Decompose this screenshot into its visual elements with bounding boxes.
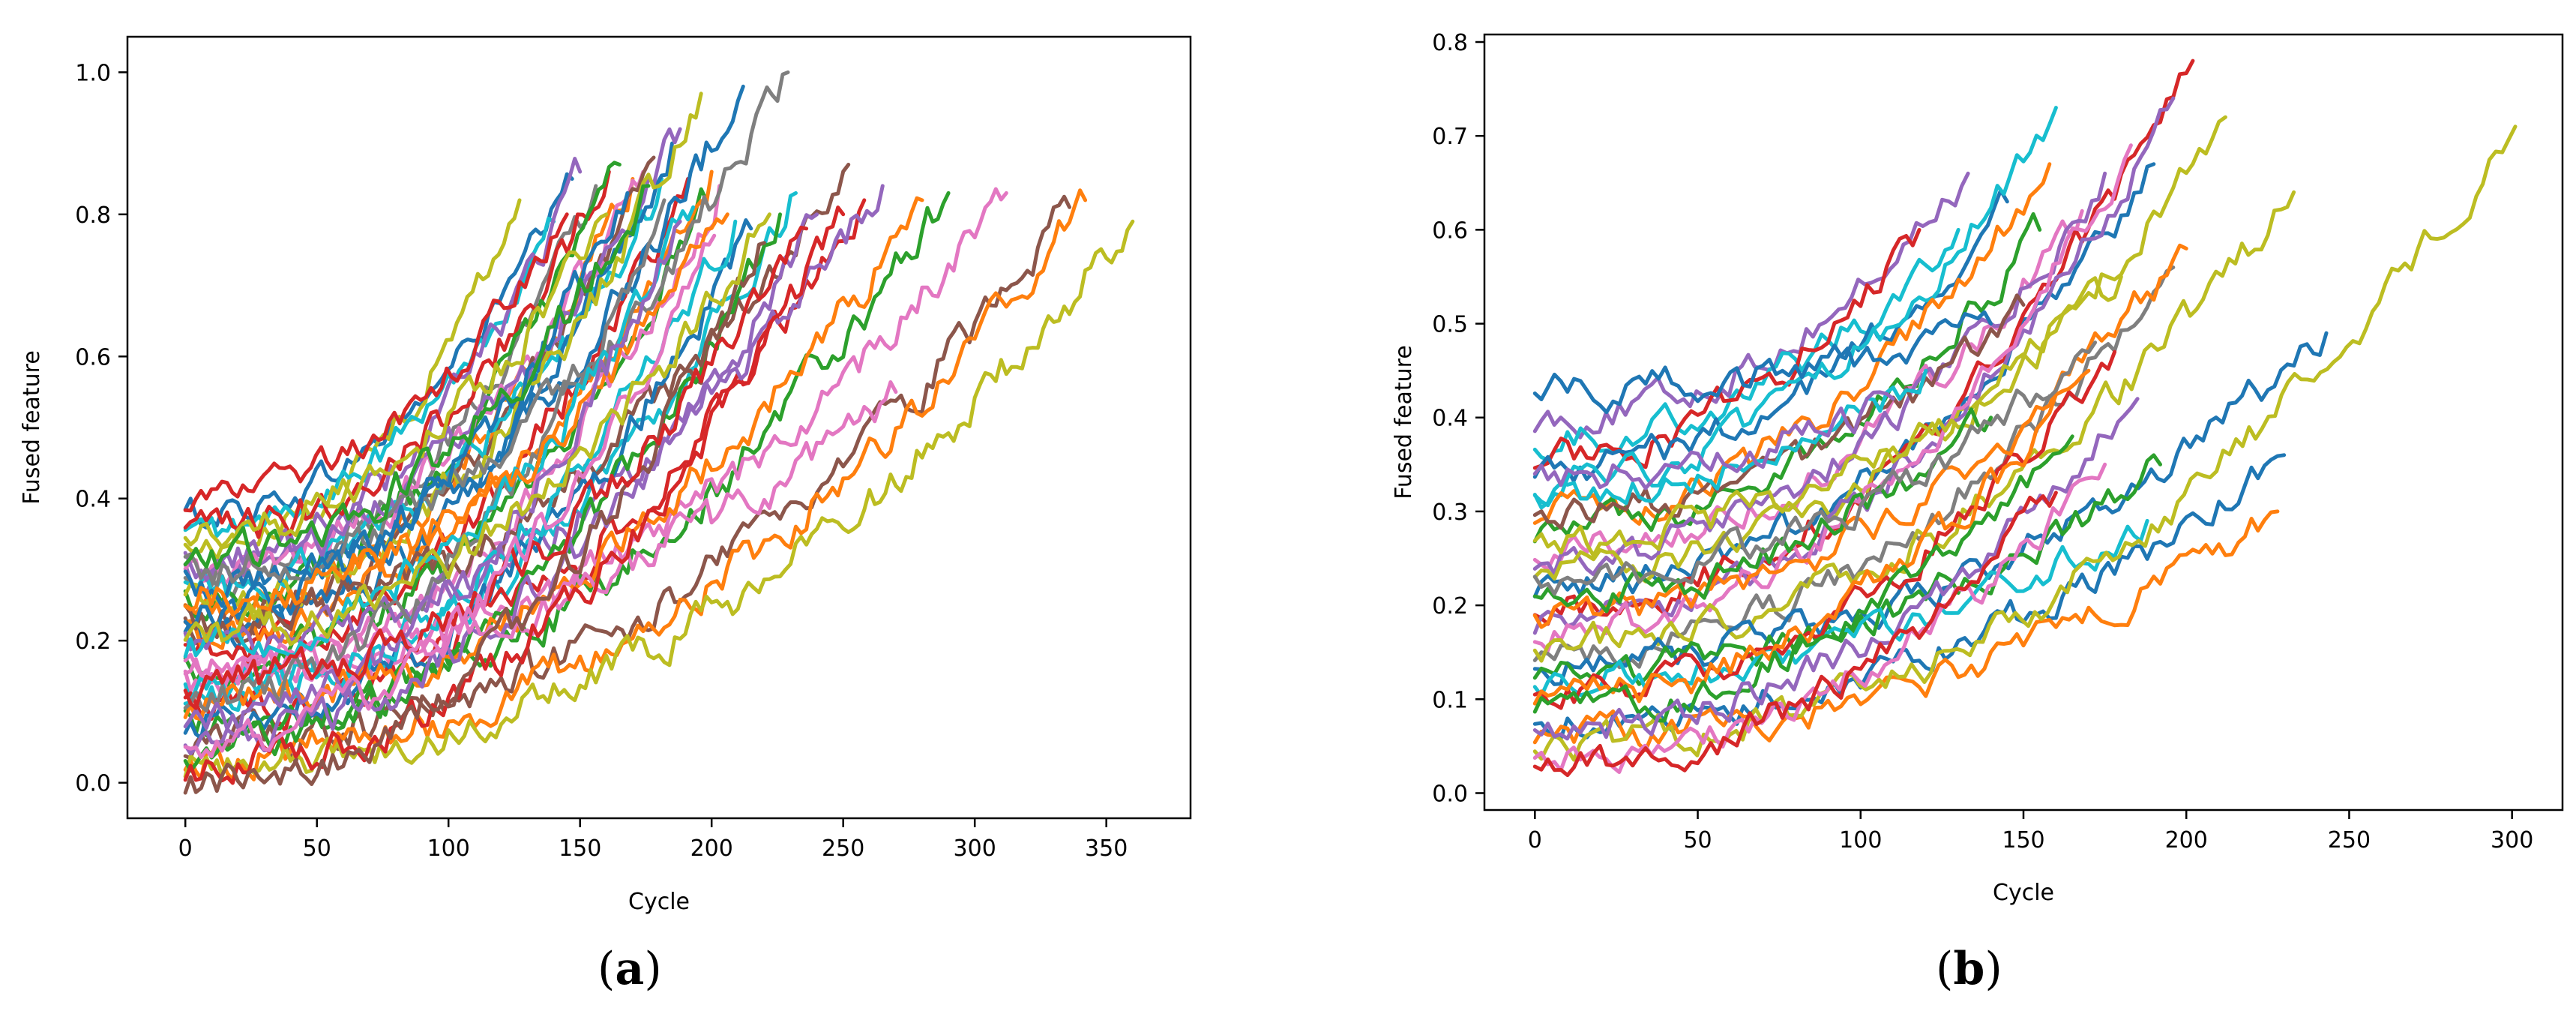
- series-line-a-32: [183, 219, 738, 706]
- y-axis-label-b: Fused feature: [1391, 345, 1417, 500]
- x-tick-label-b-4: 200: [2165, 827, 2208, 854]
- series-line-a-29: [183, 212, 569, 513]
- series-line-a-44: [183, 219, 682, 739]
- x-tick-label-a-1: 50: [303, 836, 331, 862]
- y-tick-label-b-7: 0.7: [1432, 124, 1468, 150]
- series-line-a-43: [183, 212, 729, 616]
- series-line-b-20: [1532, 509, 2280, 752]
- y-tick-label-b-3: 0.3: [1432, 500, 1468, 526]
- series-line-b-35: [1532, 340, 2098, 596]
- series-line-b-0: [1532, 171, 1970, 440]
- series-line-a-27: [183, 188, 1088, 782]
- series-line-a-41: [183, 184, 651, 570]
- x-tick-label-a-3: 150: [559, 836, 601, 862]
- series-line-b-4: [1532, 106, 2058, 508]
- series-line-a-36: [183, 206, 846, 785]
- series-line-b-11: [1532, 115, 2227, 584]
- series-line-b-31: [1532, 274, 2123, 558]
- y-tick-label-b-1: 0.1: [1432, 687, 1468, 713]
- x-tick-label-b-5: 250: [2328, 827, 2371, 854]
- x-tick-label-a-6: 300: [954, 836, 996, 862]
- series-line-a-46: [183, 233, 717, 760]
- x-tick-label-b-1: 50: [1683, 827, 1712, 854]
- series-line-b-21: [1532, 124, 2518, 762]
- ticks-b: 0 50 100 150 200 250 300 0.0 0.1 0.2 0.3 0.4 0.5 0.6 0…: [1432, 30, 2533, 854]
- series-line-b-15: [1532, 190, 2296, 663]
- series-line-a-14: [183, 92, 703, 621]
- series-line-b-2: [1532, 227, 1922, 470]
- y-tick-label-b-6: 0.6: [1432, 218, 1468, 244]
- y-tick-label-b-0: 0.0: [1432, 781, 1468, 807]
- x-axis-label-b: Cycle: [1993, 880, 2054, 906]
- series-line-b-14: [1532, 266, 2176, 670]
- series-line-a-39: [183, 241, 766, 795]
- plot-frame-a: [126, 35, 1192, 820]
- y-axis-label-a: Fused feature: [19, 350, 45, 505]
- y-tick-label-a-3: 0.6: [75, 344, 111, 370]
- x-tick-label-a-0: 0: [178, 836, 193, 862]
- series-line-b-6: [1532, 212, 2042, 544]
- x-tick-label-a-2: 100: [427, 836, 470, 862]
- panel-label-b: (b): [1936, 943, 2002, 995]
- ticks-a: 0 50 100 150 200 250 300 350 0.0 0.2 0.4 0.6 0.8 1.0: [75, 60, 1128, 862]
- x-tick-label-a-4: 200: [690, 836, 733, 862]
- series-line-b-34: [1532, 390, 1895, 490]
- y-tick-label-a-1: 0.2: [75, 628, 111, 655]
- series-line-a-28: [183, 219, 1135, 778]
- y-tick-label-a-4: 0.8: [75, 202, 111, 229]
- series-line-b-24: [1532, 310, 1993, 415]
- series-layer-b: [1532, 58, 2518, 778]
- series-line-b-13: [1532, 143, 2133, 652]
- x-tick-label-a-7: 350: [1085, 836, 1128, 862]
- series-line-b-8: [1532, 171, 2107, 576]
- series-line-b-12: [1532, 96, 2176, 635]
- series-line-b-32: [1532, 243, 2188, 629]
- x-tick-label-b-3: 150: [2002, 827, 2044, 854]
- series-line-b-23: [1532, 368, 2091, 706]
- y-tick-label-b-2: 0.2: [1432, 593, 1468, 620]
- panel-label-a: (a): [598, 943, 662, 995]
- y-tick-label-a-2: 0.4: [75, 487, 111, 513]
- x-tick-label-b-6: 300: [2491, 827, 2533, 854]
- y-tick-label-b-5: 0.5: [1432, 312, 1468, 338]
- y-tick-label-b-4: 0.4: [1432, 406, 1468, 432]
- series-line-b-28: [1532, 462, 2107, 774]
- x-axis-label-a: Cycle: [628, 889, 690, 915]
- series-line-a-19: [183, 70, 790, 588]
- y-tick-label-a-0: 0.0: [75, 771, 111, 797]
- series-line-a-1: [183, 198, 522, 562]
- y-tick-label-a-5: 1.0: [75, 60, 111, 86]
- series-line-a-37: [183, 212, 609, 550]
- series-line-a-40: [183, 190, 630, 632]
- series-line-a-47: [183, 212, 771, 646]
- panel-a: 0 50 100 150 200 250 300 3500.00.20.40.60.81.0 …: [19, 35, 1192, 995]
- x-tick-label-a-5: 250: [822, 836, 864, 862]
- x-tick-label-b-2: 100: [1839, 827, 1882, 854]
- series-layer-a: [183, 70, 1135, 795]
- x-tick-label-b-0: 0: [1528, 827, 1542, 854]
- series-line-b-30: [1532, 490, 2058, 778]
- panel-b: 0 50 100 150 200 250 300 0.0 0.1 0.2 0.3 0.4 0.5 0.6 0…: [1391, 30, 2564, 995]
- y-tick-label-b-8: 0.8: [1432, 30, 1468, 56]
- series-line-b-26: [1532, 434, 2074, 723]
- series-line-b-33: [1532, 407, 1993, 614]
